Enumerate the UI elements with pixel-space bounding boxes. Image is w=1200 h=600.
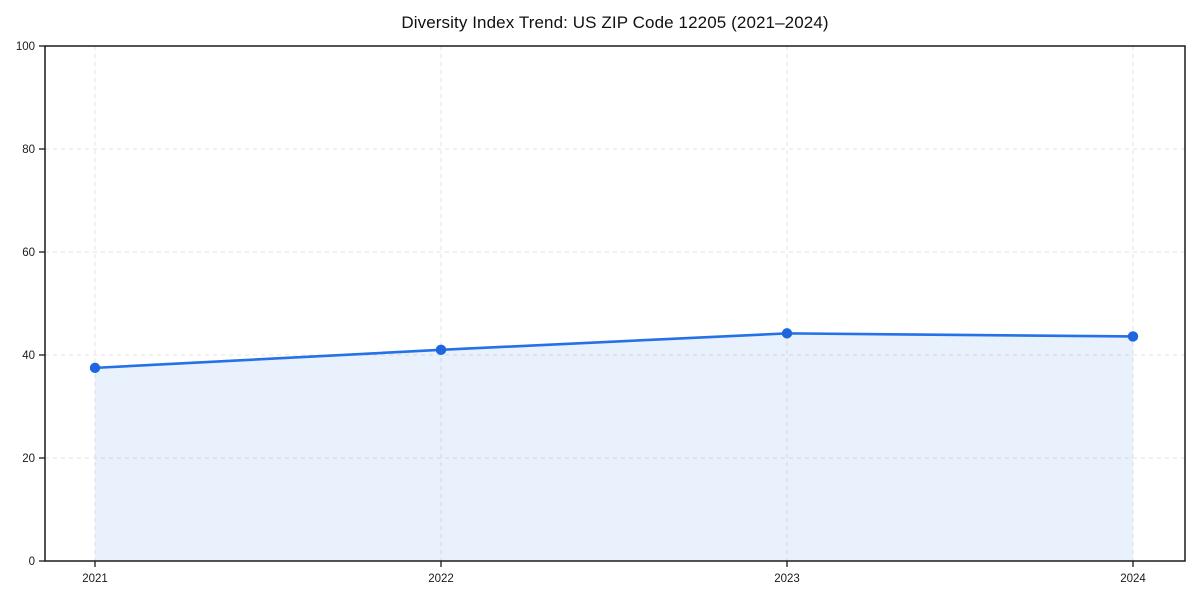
data-point-marker xyxy=(89,362,101,374)
y-axis-tick-label: 20 xyxy=(22,453,35,465)
y-axis-tick-label: 40 xyxy=(22,350,35,362)
data-point-marker xyxy=(1127,331,1139,342)
x-axis-tick-label: 2021 xyxy=(82,573,108,585)
y-axis-tick-label: 100 xyxy=(16,41,35,53)
data-point-marker xyxy=(435,344,447,356)
x-axis-tick-label: 2022 xyxy=(428,573,454,585)
x-axis-tick-label: 2024 xyxy=(1120,573,1146,585)
plot-border xyxy=(44,45,1186,562)
y-axis-tick-label: 80 xyxy=(22,144,35,156)
y-axis-tick-label: 60 xyxy=(22,247,35,259)
x-axis-tick-label: 2023 xyxy=(774,573,800,585)
chart-title: Diversity Index Trend: US ZIP Code 12205… xyxy=(401,13,829,32)
area-fill xyxy=(95,333,1133,561)
trend-line xyxy=(93,332,1135,370)
y-axis-tick-label: 0 xyxy=(29,556,35,568)
data-point-marker xyxy=(781,328,793,339)
